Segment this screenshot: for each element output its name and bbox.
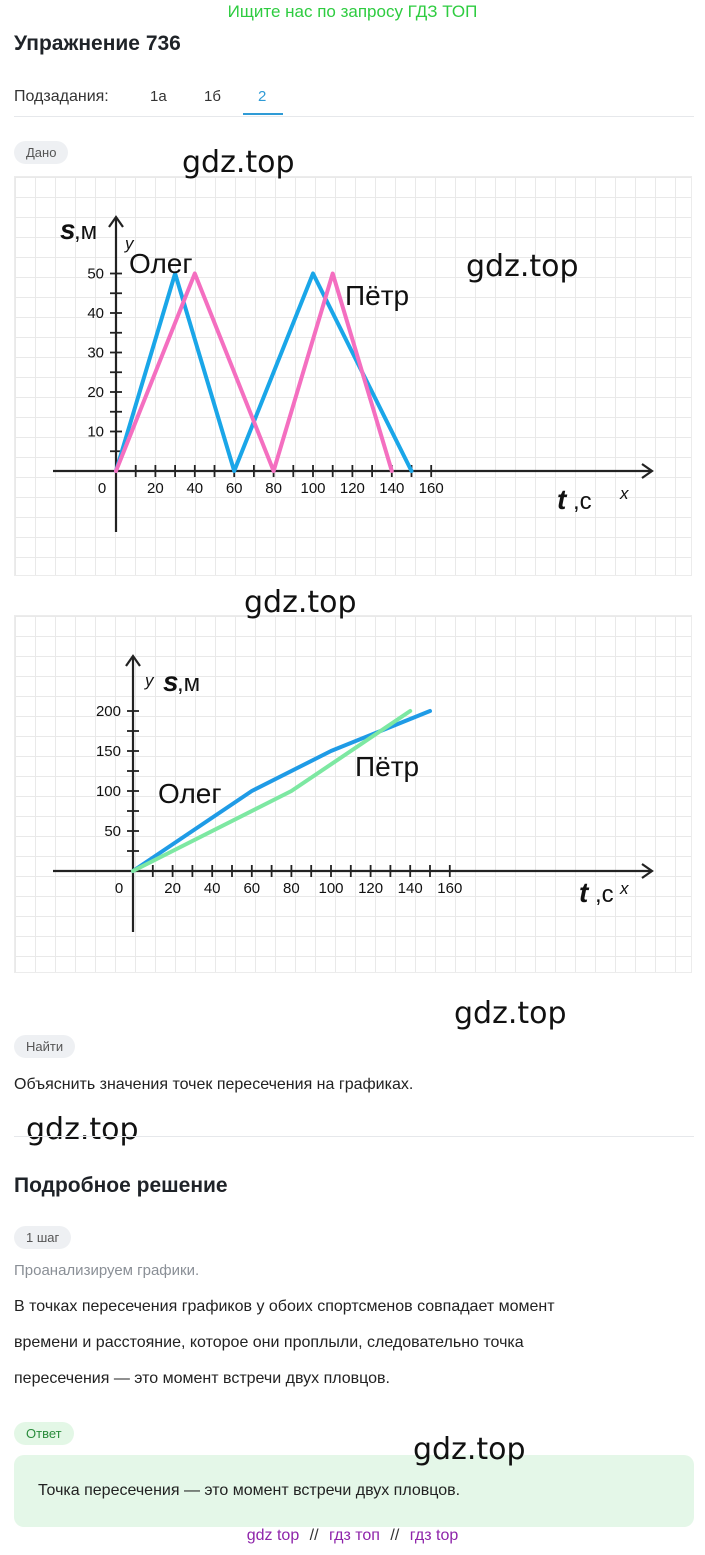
step-text: В точках пересечения графиков у обоих сп… [14,1289,694,1397]
y-axis-letter: y [144,671,155,690]
subtasks-label: Подзадания: [14,88,109,105]
footer-link-3[interactable]: гдз top [409,1527,459,1544]
x-axis-arrow [641,863,654,879]
subtask-tabs: Подзадания: 1а 1б 2 [14,86,694,117]
step-text-line: пересечения — это момент встречи двух пл… [14,1370,390,1387]
given-badge: Дано [14,141,69,164]
y-axis-label: s [60,214,76,245]
x-tick-label: 40 [204,880,221,897]
watermark-4: gdz.top [454,996,567,1031]
x-axis-letter: x [619,879,629,898]
given-label: Дано [14,141,69,164]
y-axis-arrow [108,215,124,228]
y-tick-label: 30 [87,345,104,362]
x-tick-label: 100 [318,880,343,897]
answer-box: Точка пересечения — это момент встречи д… [14,1455,694,1527]
x-axis-arrow [641,463,654,479]
tab-2[interactable]: 2 [258,88,267,105]
x-axis-label: t [579,877,590,908]
chart-2: 0 20 40 60 80 100 120 140 160 50 100 150 200 t ,с x s,м y… [53,654,654,932]
x-tick-label: 20 [147,480,164,497]
find-badge: Найти [14,1035,76,1058]
active-tab-indicator [243,113,283,115]
x-tick-label: 100 [300,480,325,497]
x-tick-label: 160 [419,480,444,497]
x-tick-label: 140 [398,880,423,897]
x-tick-label: 60 [243,880,260,897]
x-tick-label: 160 [437,880,462,897]
solution-title: Подробное решение [14,1174,228,1197]
find-label: Найти [14,1035,76,1058]
watermark-6: gdz.top [413,1432,526,1467]
series-line-petr [114,271,394,473]
footer-separator: // [309,1527,319,1544]
series-line-oleg [114,271,414,473]
y-axis-label-unit: ,м [177,670,200,697]
footer-links: gdz top // гдз топ // гдз top [0,1527,705,1545]
step-badge: 1 шаг [14,1226,72,1249]
y-tick-label: 50 [104,823,121,840]
x-tick-label: 0 [98,480,106,497]
find-text: Объяснить значения точек пересечения на … [14,1076,414,1093]
y-tick-label: 20 [87,384,104,401]
tab-1b[interactable]: 1б [204,88,221,105]
page-title: Упражнение 736 [14,32,181,55]
tab-1a[interactable]: 1а [150,88,167,105]
x-axis-label-unit: ,с [595,881,614,908]
answer-badge: Ответ [14,1422,74,1445]
y-tick-label: 150 [96,743,121,760]
y-axis-arrow [125,654,141,667]
chart-1: 0 20 40 60 80 100 120 140 160 10 20 30 40 50 t ,с x s,м yО… [53,214,654,532]
y-tick-label: 40 [87,305,104,322]
watermark-5: gdz.top [26,1112,139,1147]
series-label-petr: Пётр [355,751,419,782]
footer-link-2[interactable]: гдз топ [329,1527,380,1544]
watermark-2: gdz.top [466,249,579,284]
x-axis-label: t [557,484,568,515]
footer-link-1[interactable]: gdz top [246,1527,300,1544]
x-axis-letter: x [619,484,629,503]
series-line-petr [131,709,413,873]
watermark-1: gdz.top [182,145,295,180]
x-tick-label: 40 [186,480,203,497]
x-tick-label: 20 [164,880,181,897]
y-tick-label: 200 [96,703,121,720]
x-tick-label: 120 [340,480,365,497]
x-axis-label-unit: ,с [573,488,592,515]
section-divider [14,1136,694,1137]
answer-label: Ответ [14,1422,74,1445]
series-label-petr: Пётр [345,280,409,311]
x-tick-label: 140 [379,480,404,497]
footer-separator: // [390,1527,400,1544]
series-label-oleg: Олег [129,248,193,279]
x-tick-label: 80 [283,880,300,897]
y-tick-label: 100 [96,783,121,800]
y-axis-label: s [163,666,179,697]
y-tick-label: 50 [87,266,104,283]
y-tick-label: 10 [87,424,104,441]
x-tick-label: 0 [115,880,123,897]
promo-banner[interactable]: Ищите нас по запросу ГДЗ ТОП [227,2,478,21]
x-tick-label: 80 [265,480,282,497]
chart-1-figure: 0 20 40 60 80 100 120 140 160 10 20 30 40 50 t ,с x s ,м y О… [14,176,692,576]
step-hint: Проанализируем графики. [14,1262,200,1279]
x-tick-label: 60 [226,480,243,497]
series-label-oleg: Олег [158,778,222,809]
y-axis-label-unit: ,м [74,218,97,245]
step-label: 1 шаг [14,1226,72,1249]
x-tick-label: 120 [358,880,383,897]
y-axis-letter: y [124,234,135,253]
answer-text: Точка пересечения — это момент встречи д… [38,1482,461,1499]
chart-2-figure: 0 20 40 60 80 100 120 140 160 50 100 150 200 t ,с x s ,м y… [14,615,692,973]
step-text-line: В точках пересечения графиков у обоих сп… [14,1298,555,1315]
watermark-3: gdz.top [244,585,357,620]
step-text-line: времени и расстояние, которое они проплы… [14,1334,524,1351]
